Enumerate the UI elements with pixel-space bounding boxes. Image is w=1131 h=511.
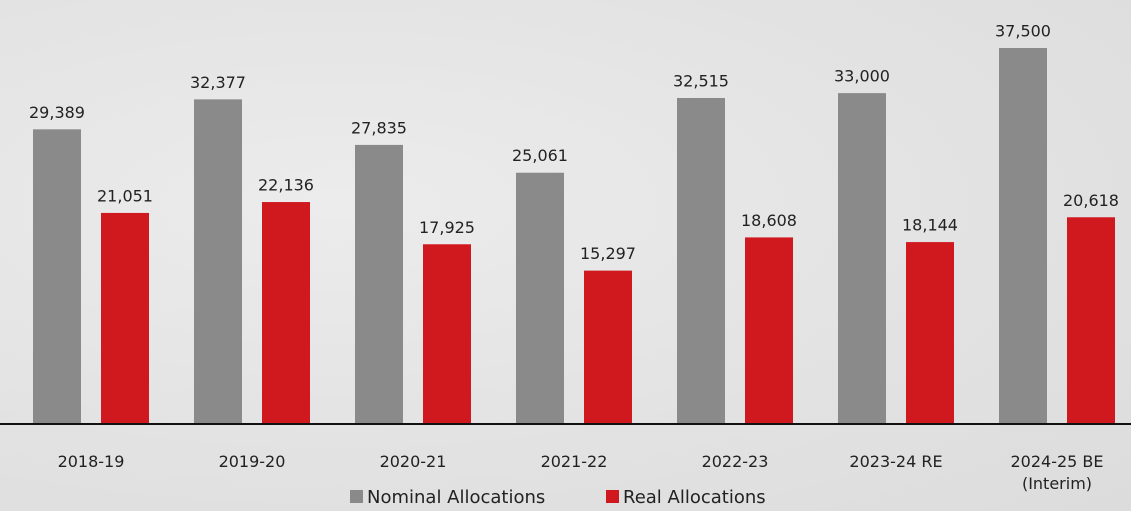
- bar: [838, 93, 886, 425]
- value-label: 29,389: [29, 103, 85, 122]
- bar: [33, 129, 81, 424]
- legend-swatch: [606, 490, 619, 503]
- value-label: 27,835: [351, 118, 407, 137]
- x-tick-label: 2021-22: [540, 452, 608, 471]
- value-label: 18,608: [741, 211, 797, 230]
- value-label: 25,061: [512, 146, 568, 165]
- value-label: 32,377: [190, 73, 246, 92]
- value-label: 21,051: [97, 186, 153, 205]
- bar: [516, 172, 564, 424]
- legend-label: Real Allocations: [623, 487, 766, 508]
- x-tick-label: 2024-25 BE (Interim): [1010, 452, 1104, 493]
- value-label: 18,144: [902, 216, 958, 235]
- x-tick-label: 2019-20: [218, 452, 286, 471]
- x-tick-label: 2023-24 RE: [849, 452, 943, 471]
- bar: [423, 244, 471, 424]
- legend-swatch: [350, 490, 363, 503]
- x-tick-label: 2022-23: [701, 452, 769, 471]
- bar: [1067, 217, 1115, 424]
- bar: [194, 99, 242, 425]
- legend-label: Nominal Allocations: [367, 487, 545, 508]
- value-label: 15,297: [580, 244, 636, 263]
- value-label: 37,500: [995, 22, 1051, 41]
- bar: [999, 48, 1047, 424]
- bar: [677, 97, 725, 424]
- x-tick-label: 2020-21: [379, 452, 447, 471]
- bar: [584, 270, 632, 424]
- value-label: 33,000: [834, 67, 890, 86]
- value-label: 17,925: [419, 218, 475, 237]
- value-label: 20,618: [1063, 191, 1119, 210]
- bar: [101, 212, 149, 424]
- bar: [355, 144, 403, 425]
- x-tick-label: 2018-19: [57, 452, 125, 471]
- value-label: 22,136: [258, 176, 314, 195]
- value-label: 32,515: [673, 71, 729, 90]
- bar: [745, 237, 793, 424]
- bar: [262, 202, 310, 424]
- bar: [906, 242, 954, 424]
